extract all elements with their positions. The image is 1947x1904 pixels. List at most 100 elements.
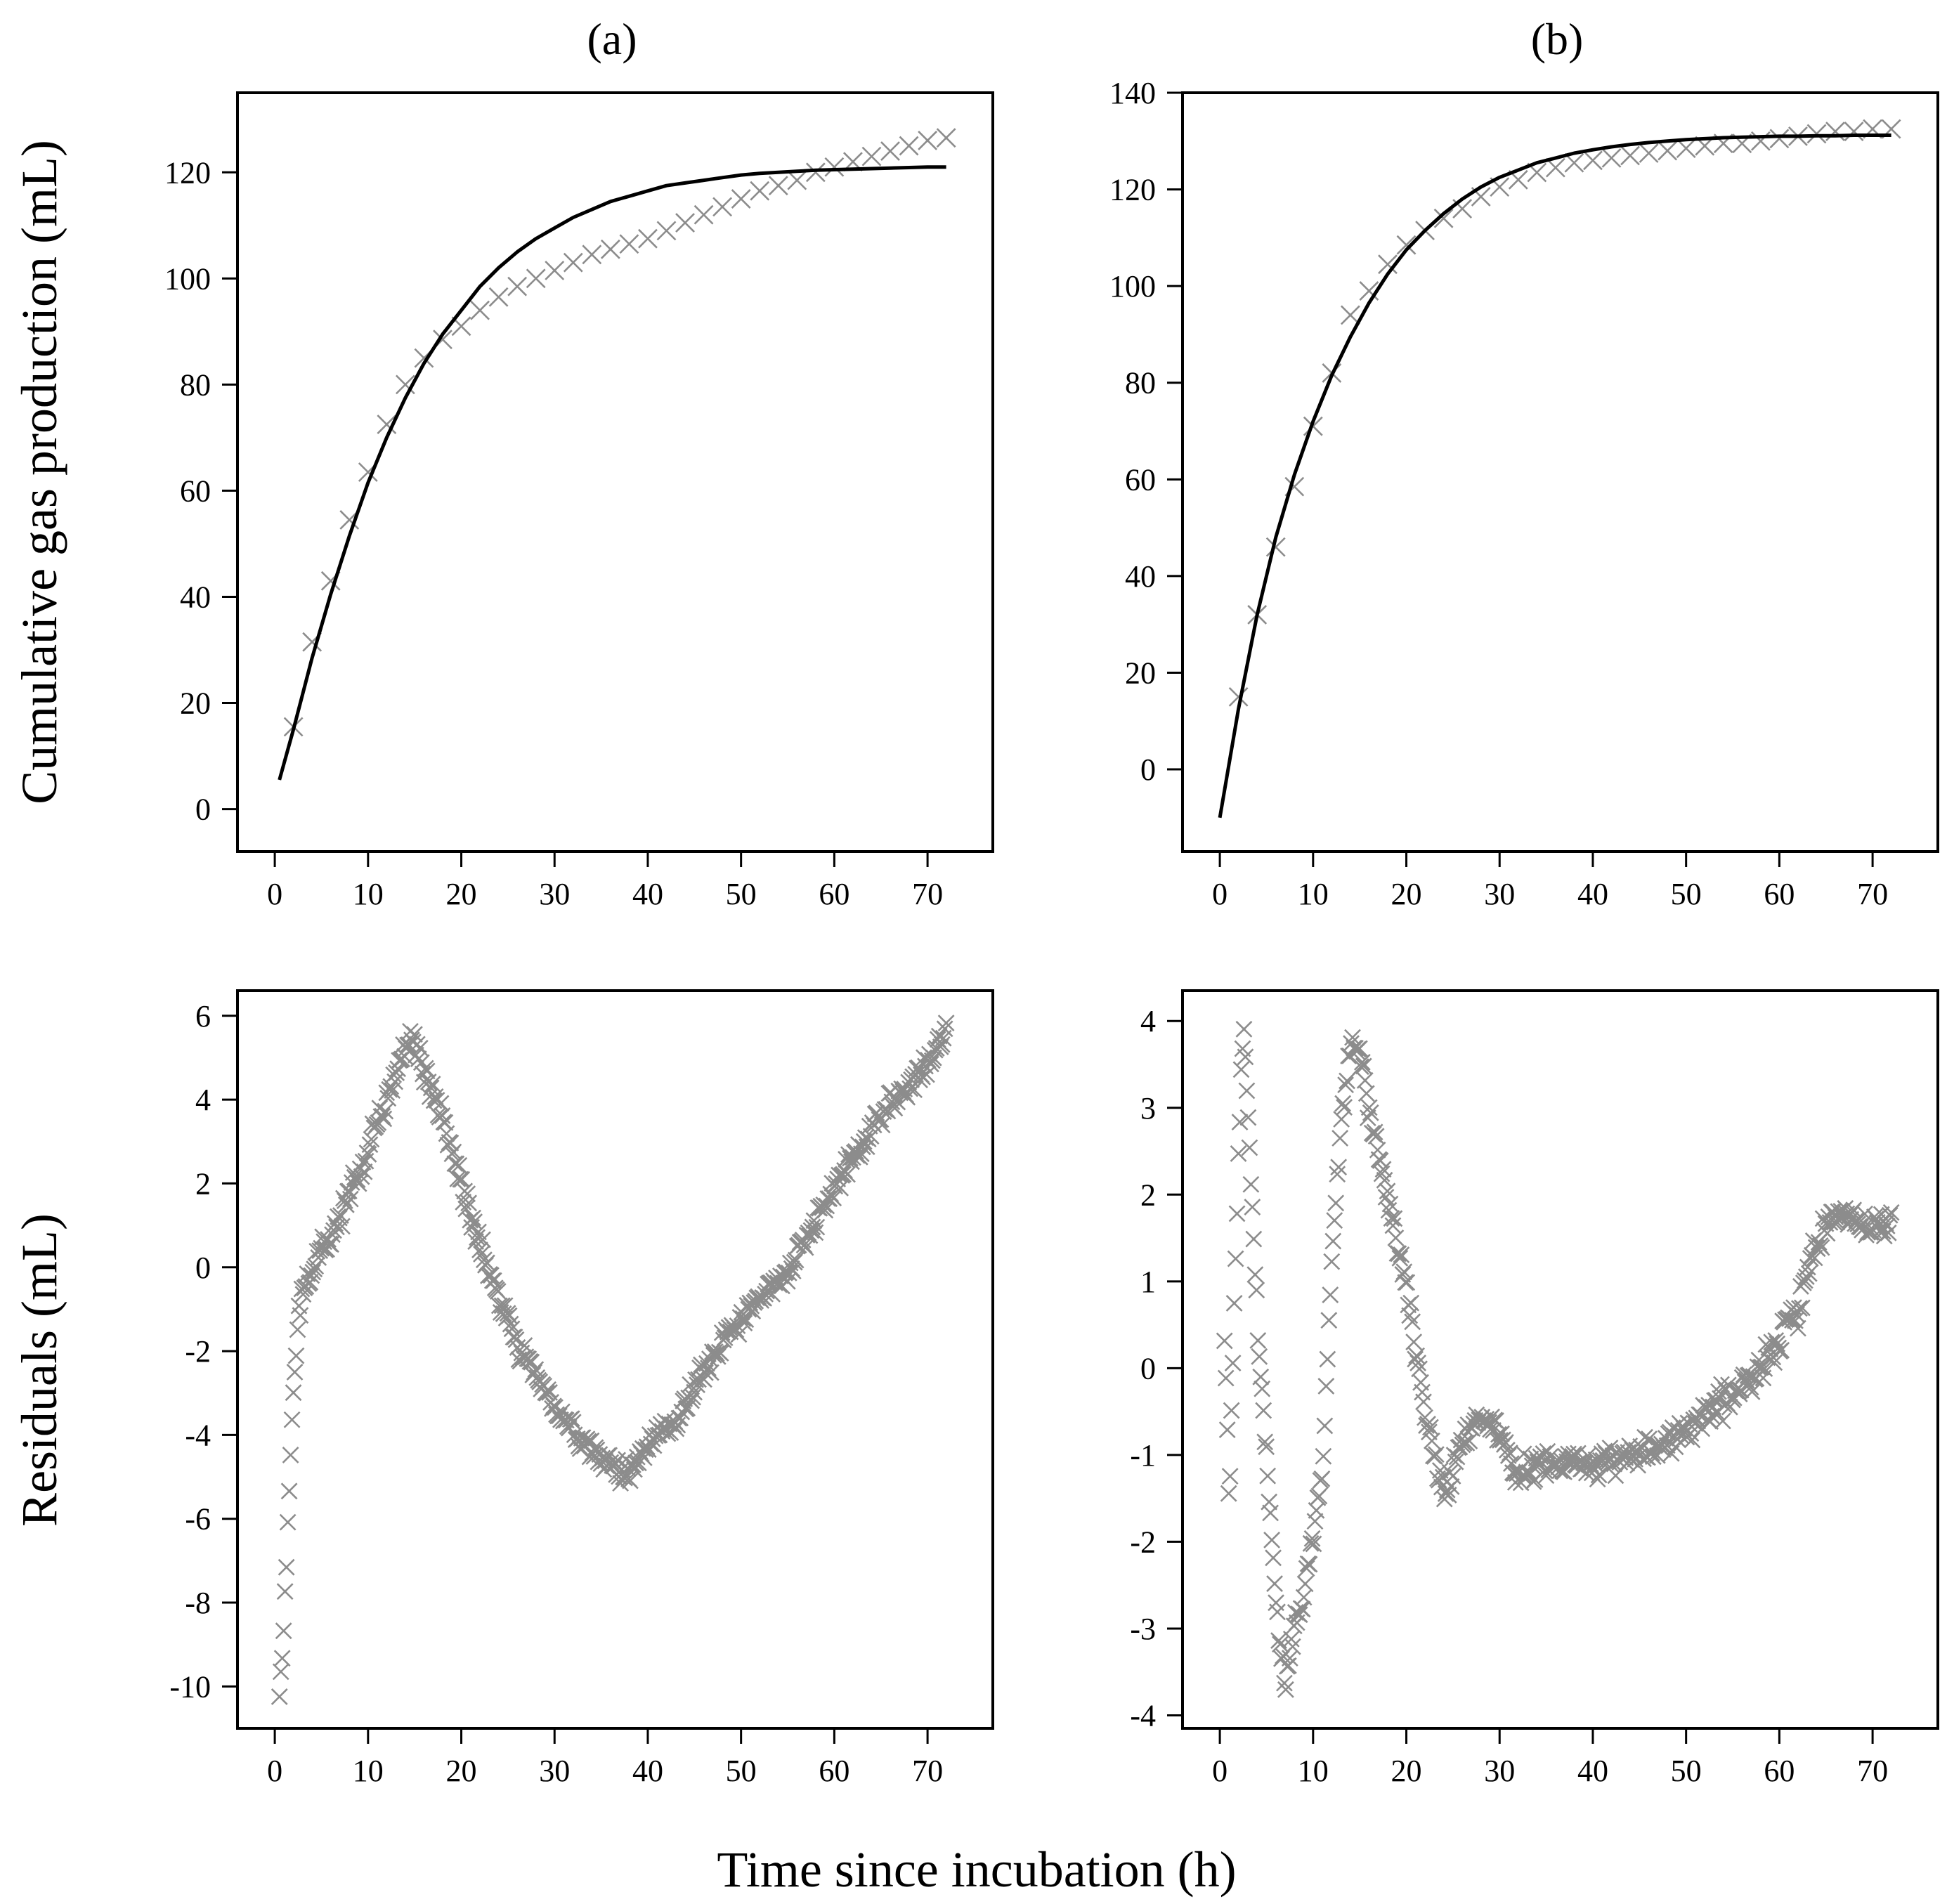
data-point xyxy=(460,1194,478,1212)
data-point xyxy=(280,1482,298,1500)
x-tick-label: 40 xyxy=(632,1754,663,1788)
x-tick-label: 60 xyxy=(819,1754,849,1788)
data-point xyxy=(1336,1099,1353,1116)
y-axis-title-bottom: Residuals (mL) xyxy=(11,1213,67,1527)
x-tick-label: 70 xyxy=(912,1754,943,1788)
data-point xyxy=(731,189,751,209)
data-point xyxy=(1337,1076,1354,1094)
data-point xyxy=(1221,1468,1239,1485)
data-point xyxy=(672,1409,689,1427)
data-point xyxy=(1583,150,1603,171)
data-point xyxy=(1217,1369,1235,1387)
x-tick-label: 0 xyxy=(267,877,282,911)
data-point xyxy=(452,1171,469,1188)
data-point xyxy=(582,244,602,265)
data-point xyxy=(1315,1447,1332,1465)
data-point xyxy=(489,1283,507,1300)
data-point xyxy=(1317,1378,1335,1395)
data-point xyxy=(764,1285,781,1303)
x-tick-label: 40 xyxy=(1577,1754,1608,1788)
data-point xyxy=(363,1130,380,1148)
data-point xyxy=(282,1447,299,1463)
data-point xyxy=(1366,1123,1383,1141)
x-tick-label: 10 xyxy=(353,877,384,911)
y-tick-label: 80 xyxy=(180,367,211,402)
y-tick-label: 40 xyxy=(1125,559,1156,594)
data-point xyxy=(467,1233,484,1251)
data-point xyxy=(1800,1265,1818,1282)
data-point xyxy=(1766,1354,1783,1371)
data-point xyxy=(1291,1606,1308,1624)
data-point xyxy=(1256,1433,1274,1451)
data-point xyxy=(854,1138,871,1156)
y-tick-label: -4 xyxy=(1130,1698,1156,1733)
data-point xyxy=(1302,1534,1320,1552)
x-tick-label: 20 xyxy=(446,877,477,911)
data-point xyxy=(1589,1471,1606,1488)
data-point xyxy=(1487,1412,1504,1429)
data-point xyxy=(1249,1332,1267,1349)
x-tick-label: 10 xyxy=(1298,877,1329,911)
data-point xyxy=(712,1345,729,1362)
data-point xyxy=(1279,1657,1297,1674)
data-point xyxy=(1378,254,1398,275)
data-point xyxy=(526,1364,543,1381)
data-point xyxy=(1282,1630,1300,1648)
data-point xyxy=(638,228,658,249)
x-tick-label: 60 xyxy=(1764,1754,1795,1788)
data-point xyxy=(1227,1250,1244,1267)
data-point xyxy=(1684,1431,1701,1449)
data-point xyxy=(449,1171,467,1187)
data-point xyxy=(324,1226,341,1244)
data-point xyxy=(464,1209,482,1227)
y-tick-label: -6 xyxy=(185,1502,211,1537)
data-point xyxy=(1322,1286,1339,1303)
data-point xyxy=(1702,1413,1719,1430)
panel-b-residuals: 0 10 20 30 40 50 60 70 -4 -3 -2 -1 0 1 2 3 4 xyxy=(1130,989,1939,1788)
data-point xyxy=(1878,1217,1896,1234)
data-point xyxy=(1402,1294,1420,1312)
data-point xyxy=(1437,1485,1454,1502)
data-point xyxy=(470,1223,487,1241)
data-point xyxy=(1350,1040,1368,1057)
data-point xyxy=(906,1081,923,1098)
data-point xyxy=(1330,1159,1348,1176)
data-point xyxy=(395,374,415,395)
plot-frame xyxy=(1181,989,1939,1730)
x-tick-label: 70 xyxy=(1857,1754,1888,1788)
y-tick-label: 60 xyxy=(180,474,211,508)
data-point xyxy=(1658,141,1678,161)
data-point xyxy=(1263,1532,1280,1548)
panel-b-gas: 0 10 20 30 40 50 60 70 0 20 40 60 80 100 120 140 xyxy=(1109,76,1939,911)
data-point xyxy=(405,1026,423,1043)
data-point xyxy=(1334,1095,1352,1112)
data-point xyxy=(1877,1215,1894,1232)
data-point xyxy=(627,1454,644,1472)
data-point xyxy=(287,1347,305,1364)
y-tick-label: 0 xyxy=(1140,1351,1156,1385)
data-point xyxy=(271,1688,288,1705)
x-tick-label: 60 xyxy=(1764,877,1795,911)
panel-label-a: (a) xyxy=(587,14,637,64)
data-point xyxy=(1818,1225,1836,1242)
data-point xyxy=(1564,152,1584,173)
data-point xyxy=(1329,1166,1346,1183)
plot-frame xyxy=(236,91,994,853)
data-point xyxy=(899,136,919,156)
data-point xyxy=(937,1015,955,1031)
data-point xyxy=(734,1310,752,1327)
data-point xyxy=(1259,1467,1277,1485)
data-point xyxy=(1415,1393,1432,1411)
y-tick-label: 20 xyxy=(1125,656,1156,690)
data-point xyxy=(1220,1485,1237,1502)
data-point xyxy=(301,1274,319,1291)
x-tick-label: 0 xyxy=(1212,1754,1228,1788)
data-point xyxy=(805,162,826,183)
x-tick-label: 10 xyxy=(353,1754,384,1788)
data-point xyxy=(1409,1355,1427,1371)
y-tick-label: 80 xyxy=(1125,366,1156,400)
x-tick-label: 50 xyxy=(1671,1754,1702,1788)
data-point xyxy=(694,204,714,225)
data-point xyxy=(824,157,845,177)
panel-a-gas: 0 10 20 30 40 50 60 70 0 20 40 60 80 100 120 xyxy=(164,91,994,911)
